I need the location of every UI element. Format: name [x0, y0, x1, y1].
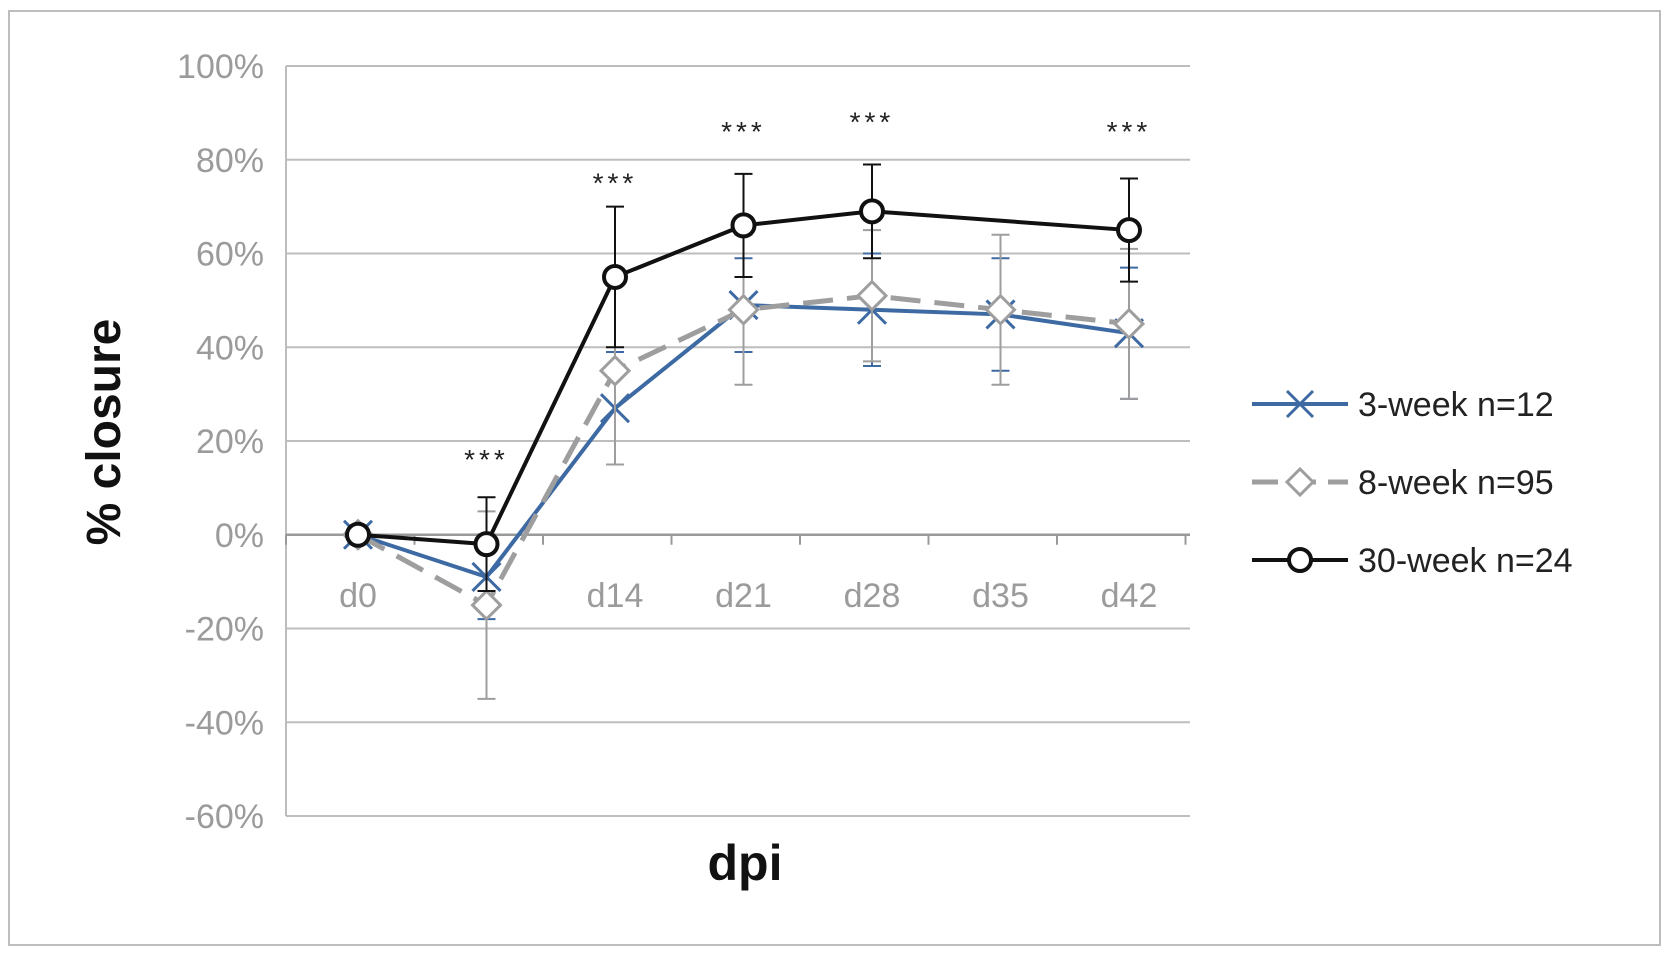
data-point-marker	[1287, 547, 1313, 573]
legend-item: 30-week n=24	[1252, 542, 1573, 580]
significance-marker: ***	[593, 168, 638, 199]
y-tick-label: -20%	[185, 611, 264, 649]
legend: 3-week n=12 8-week n=95 30-week n=24	[1252, 386, 1573, 580]
y-tick-label: 40%	[196, 329, 264, 367]
legend-item: 3-week n=12	[1252, 386, 1554, 424]
y-tick-label: 80%	[196, 142, 264, 180]
significance-marker: ***	[464, 444, 509, 475]
data-point-marker	[602, 263, 628, 290]
significance-marker: ***	[850, 107, 895, 138]
y-tick-label: 0%	[215, 517, 264, 555]
legend-label: 8-week n=95	[1358, 464, 1554, 502]
significance-annotations: *** *** *** *** ***	[464, 107, 1152, 476]
data-point-marker	[730, 212, 757, 239]
legend-item: 8-week n=95	[1252, 464, 1554, 502]
x-tick-label: d42	[1101, 577, 1158, 615]
x-tick-label: d35	[972, 577, 1029, 615]
x-tick-label: d0	[339, 577, 377, 615]
grid-lines	[285, 65, 1190, 817]
significance-marker: ***	[1107, 116, 1152, 147]
data-point-marker	[855, 279, 889, 312]
y-tick-label: -60%	[185, 798, 264, 836]
series-3	[345, 163, 1142, 592]
y-axis-ticks: 100% 80% 60% 40% 20% 0% -20% -40% -60%	[177, 48, 264, 836]
x-tick-label: d14	[587, 577, 644, 615]
x-tick-label: d21	[715, 577, 772, 615]
data-point-marker	[984, 293, 1017, 326]
series-group	[341, 163, 1146, 700]
significance-marker: ***	[721, 116, 766, 147]
y-tick-label: 20%	[196, 423, 264, 461]
data-point-marker	[1116, 217, 1142, 244]
series-line	[357, 209, 1130, 547]
y-tick-label: 60%	[196, 236, 264, 274]
data-point-marker	[470, 588, 503, 622]
y-tick-label: -40%	[185, 704, 264, 742]
legend-label: 3-week n=12	[1358, 386, 1554, 424]
chart-frame	[8, 10, 1661, 946]
data-point-marker	[1112, 307, 1146, 340]
y-axis-title: % closure	[78, 319, 131, 546]
legend-label: 30-week n=24	[1358, 542, 1573, 580]
data-point-marker	[598, 354, 632, 387]
x-axis-title: dpi	[708, 835, 783, 891]
data-point-marker	[859, 198, 885, 225]
y-tick-label: 100%	[177, 48, 264, 86]
data-point-marker	[1285, 389, 1315, 419]
data-point-marker	[1284, 466, 1316, 498]
x-axis-ticks: d0 d14 d21 d28 d35 d42	[339, 577, 1157, 615]
x-tick-label: d28	[844, 577, 901, 615]
data-point-marker	[345, 521, 371, 548]
data-point-marker	[473, 531, 500, 558]
data-point-marker	[727, 293, 760, 326]
